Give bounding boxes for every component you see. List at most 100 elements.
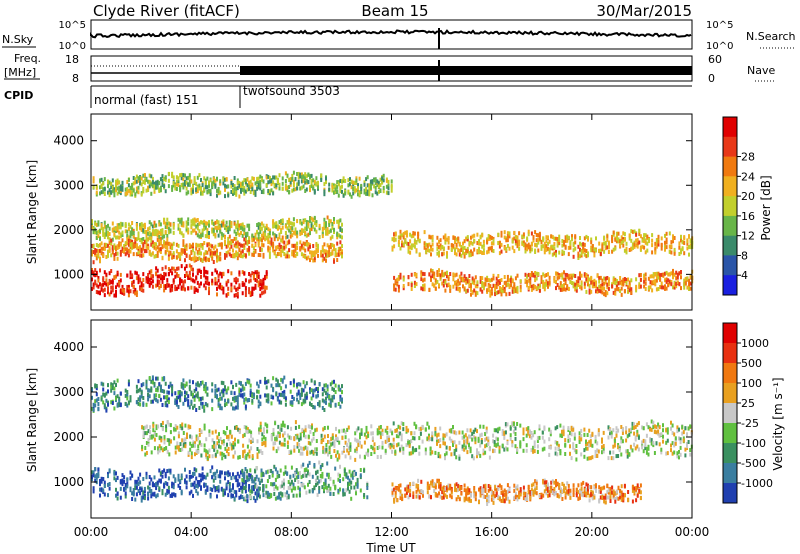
data-cell <box>206 250 209 255</box>
data-cell <box>113 189 116 194</box>
data-cell <box>620 281 623 286</box>
data-cell <box>107 389 109 394</box>
data-cell <box>195 382 198 387</box>
data-cell <box>212 177 215 182</box>
data-cell <box>323 256 326 261</box>
data-cell <box>204 286 207 291</box>
data-cell <box>220 486 223 491</box>
data-cell <box>325 447 328 452</box>
data-cell <box>113 293 116 298</box>
data-cell <box>289 381 292 386</box>
data-cell <box>103 393 106 398</box>
data-cell <box>244 253 247 258</box>
data-cell <box>206 176 209 181</box>
data-cell <box>224 187 226 192</box>
data-cell <box>283 245 286 250</box>
data-cell <box>585 289 588 294</box>
data-cell <box>575 279 578 284</box>
data-cell <box>622 281 625 285</box>
data-cell <box>179 230 182 235</box>
data-cell <box>200 478 202 483</box>
data-cell <box>150 386 153 391</box>
data-cell <box>118 230 121 235</box>
data-cell <box>540 246 543 251</box>
data-cell <box>159 222 162 227</box>
data-cell <box>606 237 609 242</box>
data-cell <box>259 222 262 227</box>
data-cell <box>500 242 503 247</box>
data-cell <box>129 242 132 247</box>
data-cell <box>529 249 532 254</box>
data-cell <box>604 246 607 251</box>
data-cell <box>195 275 198 280</box>
data-cell <box>627 285 630 290</box>
data-cell <box>126 250 129 255</box>
data-cell <box>102 189 105 194</box>
data-cell <box>601 243 604 248</box>
data-cell <box>527 229 530 234</box>
data-cell <box>280 219 283 224</box>
data-cell <box>156 268 159 273</box>
data-cell <box>252 276 255 281</box>
data-cell <box>444 288 447 293</box>
data-cell <box>463 239 466 244</box>
data-cell <box>670 282 673 287</box>
data-cell <box>195 437 198 442</box>
data-cell <box>236 223 239 228</box>
data-cell <box>118 185 121 190</box>
data-cell <box>481 283 484 288</box>
data-cell <box>309 389 311 394</box>
data-cell <box>312 436 315 441</box>
data-cell <box>615 236 618 241</box>
data-cell <box>252 273 255 278</box>
data-cell <box>243 425 246 429</box>
data-cell <box>198 268 201 273</box>
data-cell <box>145 402 148 407</box>
data-cell <box>254 270 257 275</box>
data-cell <box>580 251 583 256</box>
data-cell <box>315 451 318 456</box>
data-cell <box>139 222 142 227</box>
data-cell <box>132 488 135 492</box>
data-cell <box>368 183 371 188</box>
data-cell <box>309 250 311 255</box>
data-cell <box>206 276 209 281</box>
data-cell <box>330 454 333 459</box>
data-cell <box>574 240 577 245</box>
data-cell <box>158 393 161 398</box>
data-cell <box>94 251 97 255</box>
data-cell <box>132 279 135 284</box>
data-cell <box>209 192 212 197</box>
data-cell <box>283 442 286 447</box>
data-cell <box>505 247 508 252</box>
data-cell <box>129 273 132 278</box>
data-cell <box>438 253 440 258</box>
data-cell <box>325 176 327 181</box>
data-cell <box>158 181 161 185</box>
data-cell <box>468 240 471 245</box>
data-cell <box>305 256 308 261</box>
data-cell <box>294 435 297 440</box>
data-cell <box>192 482 194 487</box>
data-cell <box>185 224 188 229</box>
data-cell <box>243 449 246 454</box>
data-cell <box>248 236 251 241</box>
data-cell <box>651 274 654 279</box>
data-cell <box>240 485 242 490</box>
data-cell <box>185 243 188 248</box>
data-cell <box>237 455 240 460</box>
data-cell <box>337 193 340 198</box>
data-cell <box>111 227 114 232</box>
data-cell <box>180 286 183 291</box>
data-cell <box>111 280 114 285</box>
data-cell <box>595 248 597 253</box>
data-cell <box>131 231 134 236</box>
data-cell <box>211 438 214 443</box>
data-cell <box>107 253 109 258</box>
data-cell <box>123 289 126 294</box>
data-cell <box>95 283 98 288</box>
data-cell <box>678 252 681 256</box>
data-cell <box>310 216 313 221</box>
data-cell <box>260 282 263 287</box>
data-cell <box>425 247 428 252</box>
